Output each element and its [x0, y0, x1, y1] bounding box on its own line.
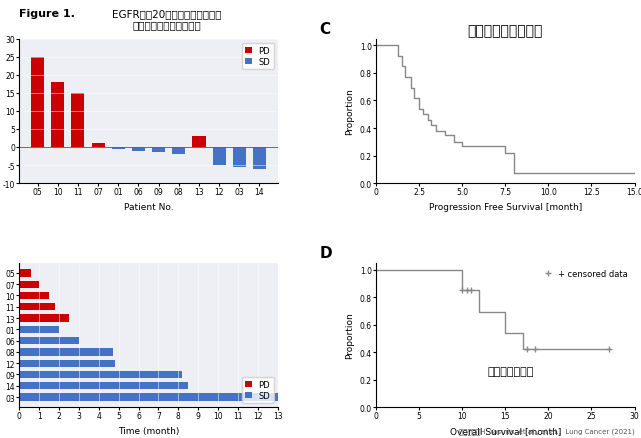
Bar — [19, 382, 188, 389]
Text: D: D — [319, 246, 332, 261]
Bar — [19, 270, 31, 277]
Bar — [19, 292, 49, 300]
X-axis label: Progression Free Survival [month]: Progression Free Survival [month] — [429, 202, 582, 212]
X-axis label: Patient No.: Patient No. — [124, 202, 173, 212]
Bar — [19, 371, 182, 378]
Bar — [132, 148, 145, 151]
Text: 图片来源：H. Yasuda, et al., et al.,  Lung Cancer (2021): 图片来源：H. Yasuda, et al., et al., Lung Can… — [459, 427, 635, 434]
Bar — [233, 148, 246, 167]
Bar — [152, 148, 165, 153]
Y-axis label: Proportion: Proportion — [345, 88, 354, 135]
Bar — [192, 137, 206, 148]
X-axis label: Time (month): Time (month) — [118, 426, 179, 435]
Title: 中位无进展生存时间: 中位无进展生存时间 — [468, 24, 543, 38]
Legend: PD, SD: PD, SD — [242, 377, 274, 403]
Point — [466, 287, 476, 294]
Bar — [172, 148, 185, 155]
Bar — [51, 83, 64, 148]
Bar — [112, 148, 125, 149]
Bar — [19, 281, 39, 288]
Y-axis label: Best percentage change
of targeted tumor burden: Best percentage change of targeted tumor… — [0, 63, 1, 160]
Bar — [19, 304, 55, 311]
Bar — [92, 144, 104, 148]
Bar — [31, 57, 44, 148]
Point — [522, 346, 532, 353]
X-axis label: Overall Survival [month]: Overall Survival [month] — [449, 426, 561, 435]
Point — [457, 287, 467, 294]
Legend: PD, SD: PD, SD — [242, 43, 274, 70]
Bar — [19, 393, 278, 401]
Bar — [213, 148, 226, 166]
Bar — [19, 337, 79, 345]
Text: 中位总生存时间: 中位总生存时间 — [487, 366, 534, 376]
Text: EGFR基因20外显子插入突变使用
奥希替尼的治疗应答情况: EGFR基因20外显子插入突变使用 奥希替尼的治疗应答情况 — [112, 9, 221, 30]
Bar — [19, 326, 59, 333]
Bar — [19, 348, 113, 356]
Text: C: C — [319, 22, 330, 37]
Point — [462, 287, 472, 294]
Point — [604, 346, 614, 353]
Bar — [19, 360, 115, 367]
Text: Figure 1.: Figure 1. — [19, 9, 75, 19]
Bar — [253, 148, 266, 169]
Point — [530, 346, 540, 353]
Y-axis label: Proportion: Proportion — [345, 312, 354, 359]
Bar — [19, 314, 69, 322]
Legend: + censored data: + censored data — [542, 267, 630, 281]
Bar — [71, 94, 85, 148]
